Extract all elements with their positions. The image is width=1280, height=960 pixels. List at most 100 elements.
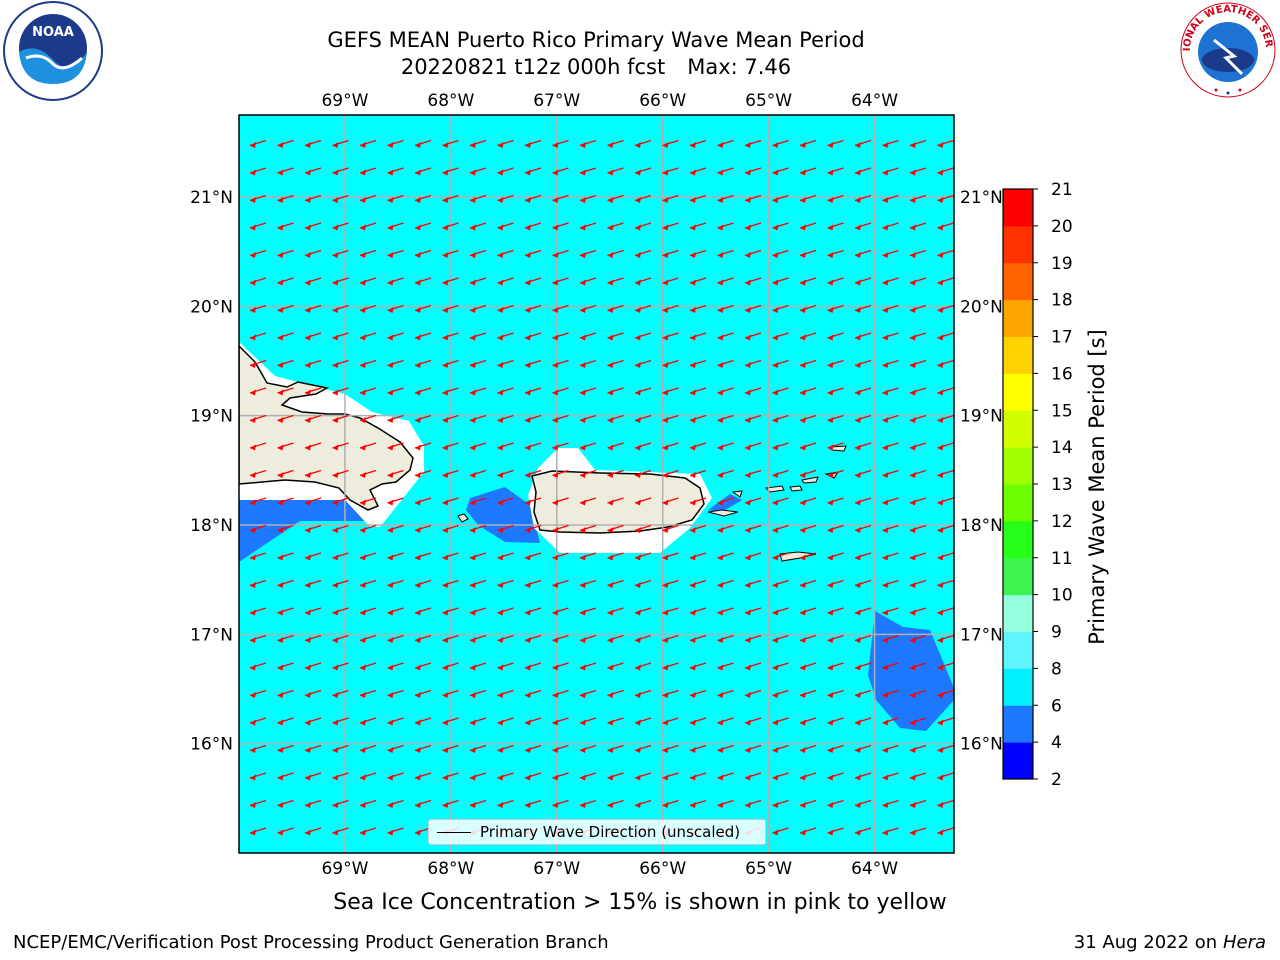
colorbar-tick-label: 10: [1051, 586, 1073, 606]
wave-arrow: [332, 387, 349, 396]
wave-arrow: [937, 194, 954, 203]
wave-arrow: [497, 497, 514, 506]
wave-arrow: [359, 277, 377, 286]
wave-arrow: [304, 634, 322, 643]
colorbar-segment: [1003, 299, 1033, 337]
wave-arrow: [579, 442, 597, 451]
wave-arrow: [442, 799, 459, 808]
wave-arrow: [909, 579, 927, 588]
wave-arrow: [607, 744, 624, 753]
wave-arrow: [552, 414, 569, 423]
wave-arrow: [497, 304, 514, 313]
wave-arrow: [497, 414, 514, 423]
wave-arrow: [717, 634, 734, 643]
wave-arrow: [332, 772, 349, 781]
wave-arrow: [469, 469, 487, 478]
wave-arrow: [634, 799, 652, 808]
wave-arrow: [937, 552, 954, 561]
wave-arrow: [414, 387, 432, 396]
wave-arrow: [359, 579, 377, 588]
wave-arrow: [662, 442, 679, 451]
lon-tick-label: 65°W: [745, 859, 792, 879]
wave-arrow: [909, 827, 927, 836]
wave-arrow: [469, 607, 487, 616]
wave-arrow: [277, 194, 294, 203]
wave-arrow: [442, 222, 459, 231]
wave-arrow: [662, 689, 679, 698]
wave-arrow: [524, 469, 542, 478]
wave-arrow: [469, 689, 487, 698]
wave-arrow: [332, 194, 349, 203]
wave-arrow: [497, 524, 514, 533]
wave-arrow: [854, 387, 872, 396]
wave-arrow: [937, 387, 954, 396]
wave-arrow: [909, 194, 927, 203]
wave-arrow: [469, 634, 487, 643]
wave-arrow: [854, 139, 872, 148]
wave-arrow: [387, 827, 404, 836]
wave-arrow: [744, 249, 762, 258]
wave-arrow: [387, 717, 404, 726]
wave-arrow: [772, 167, 789, 176]
wave-arrow: [249, 717, 267, 726]
wave-arrow: [497, 469, 514, 478]
wave-arrow: [359, 634, 377, 643]
wave-arrow: [882, 139, 899, 148]
wave-arrow: [414, 139, 432, 148]
wave-arrow: [332, 799, 349, 808]
wave-arrow: [249, 689, 267, 698]
legend-label: Primary Wave Direction (unscaled): [480, 823, 741, 841]
wave-arrow: [277, 277, 294, 286]
wave-arrow: [854, 662, 872, 671]
wave-arrow: [772, 442, 789, 451]
wave-arrow: [414, 167, 432, 176]
wave-arrow: [744, 387, 762, 396]
wave-arrow: [304, 744, 322, 753]
wave-arrow: [634, 414, 652, 423]
wave-arrow: [717, 497, 734, 506]
wave-arrow: [442, 167, 459, 176]
wave-arrow: [827, 772, 844, 781]
wave-arrow: [607, 249, 624, 258]
wave-arrow: [854, 277, 872, 286]
wave-arrow: [882, 689, 899, 698]
wave-arrow: [882, 744, 899, 753]
wave-arrow: [717, 799, 734, 808]
wave-arrow: [387, 442, 404, 451]
lon-tick-label: 69°W: [321, 91, 368, 111]
wave-arrow: [497, 387, 514, 396]
wave-arrow: [744, 744, 762, 753]
wave-arrow: [634, 552, 652, 561]
wave-arrow: [524, 744, 542, 753]
colorbar-segment: [1003, 484, 1033, 522]
wave-arrow: [772, 469, 789, 478]
wave-arrow: [937, 167, 954, 176]
wave-arrow: [689, 772, 707, 781]
wave-arrow: [497, 744, 514, 753]
wave-arrow: [552, 304, 569, 313]
colorbar-segment: [1003, 447, 1033, 485]
wave-arrow: [469, 497, 487, 506]
wave-arrow: [717, 139, 734, 148]
wave-arrow: [469, 414, 487, 423]
wave-arrow: [882, 359, 899, 368]
wave-arrow: [469, 744, 487, 753]
wave-arrow: [497, 772, 514, 781]
wave-arrow: [552, 167, 569, 176]
wave-arrow: [689, 387, 707, 396]
wave-arrow: [882, 249, 899, 258]
wave-arrow: [662, 387, 679, 396]
wave-arrow: [387, 277, 404, 286]
colorbar-tick-label: 9: [1051, 623, 1062, 643]
lon-tick-label: 66°W: [639, 859, 686, 879]
wave-arrow: [304, 414, 322, 423]
wave-arrow: [799, 414, 817, 423]
wave-arrow: [772, 359, 789, 368]
wave-arrow: [634, 717, 652, 726]
wave-arrow: [414, 662, 432, 671]
wave-arrow: [497, 277, 514, 286]
wave-arrow: [937, 414, 954, 423]
wave-arrow: [827, 744, 844, 753]
wave-arrow: [882, 662, 899, 671]
wave-arrow: [854, 194, 872, 203]
